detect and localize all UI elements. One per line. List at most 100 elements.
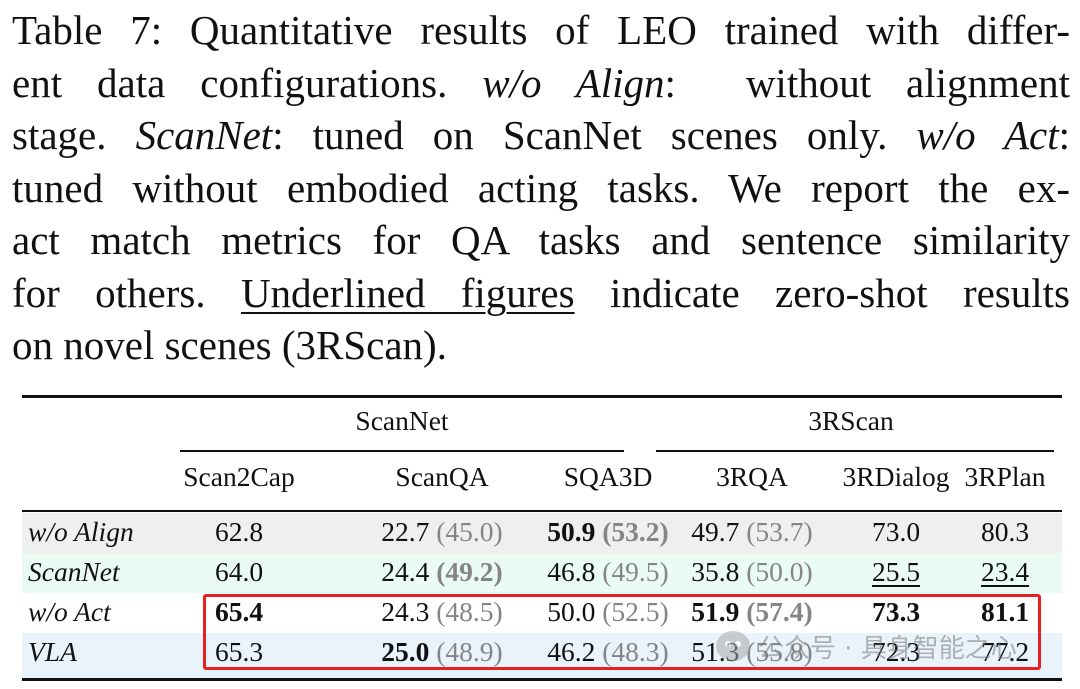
caption-line: on novel scenes (3RScan). [12,319,1070,372]
group-header-scannet: ScanNet [355,405,449,436]
table-cell: 51.9 (57.4) [691,594,812,630]
caption-segment: w/o Align [482,59,665,106]
table-cell: 46.2 (48.3) [547,634,668,670]
cell-value: 80.3 [980,516,1030,547]
watermark-text: 公众号 · 具身智能之心 [758,633,1017,664]
caption-segment: Table 7: Quantitative results of LEO tra… [12,7,1070,53]
caption-segment: on novel scenes (3RScan). [12,322,447,368]
highlight-box [203,594,1041,670]
cell-value: 73.3 [871,596,921,627]
cell-value: 64.0 [214,556,264,587]
table-cell: 22.7 (45.0) [381,514,502,550]
caption-segment: act match metrics for QA tasks and sente… [12,217,1070,263]
row-label: w/o Act [28,596,111,627]
row-label: w/o Align [28,516,134,547]
cell-value: (53.2) [602,516,669,547]
cell-value: 22.7 [381,516,430,547]
cell-value: (48.9) [429,636,503,667]
caption-line: for others. Underlined figures indicate … [12,267,1070,320]
cell-value: 72.3 [871,636,921,667]
cell-value: 24.3 [381,596,430,627]
cell-value: (53.7) [739,516,813,547]
group-header-3rscan: 3RScan [808,405,894,436]
cell-value: (45.0) [429,516,503,547]
caption-segment: stage. [12,112,136,158]
cell-value: 35.8 [691,556,740,587]
table-cell: 81.1 [981,594,1029,630]
cell-value: (48.3) [595,636,669,667]
cell-value: 25.5 [871,556,921,587]
table-cell: 49.7 (53.7) [691,514,812,550]
caption-segment: : [1058,112,1070,158]
table-caption: Table 7: Quantitative results of LEO tra… [12,4,1070,372]
table-cell: 25.0 (48.9) [381,634,502,670]
header-rule [22,510,1062,512]
caption-segment: : tuned on ScanNet scenes only. [272,112,917,158]
table-cell: 46.8 (49.5) [547,554,668,590]
cell-value: 50.9 [547,516,596,547]
cell-value: 81.1 [980,596,1030,627]
cell-value: 25.0 [381,636,430,667]
caption-line: Table 7: Quantitative results of LEO tra… [12,4,1070,57]
cell-value: (48.5) [429,596,503,627]
cell-value [595,516,602,547]
caption-segment: tuned without embodied acting tasks. We … [12,164,1070,211]
cell-value: 73.0 [871,516,921,547]
cell-value: 65.3 [214,636,264,667]
cell-value: 49.7 [691,516,740,547]
table-cell: 73.0 [872,514,920,550]
caption-segment: for others. [12,269,241,316]
table-cell: 24.4 (49.2) [381,554,502,590]
column-header-sqa3d: SQA3D [563,461,653,492]
cell-value: (50.0) [739,556,813,587]
table-cell: 65.3 [215,634,263,670]
cell-value: 46.8 [547,556,596,587]
wechat-icon [716,631,750,661]
table-cell: 35.8 (50.0) [691,554,812,590]
table-cell: 25.5 [872,554,920,590]
cell-value: 77.2 [980,636,1030,667]
table-cell: 77.2 [981,634,1029,670]
table-cell: 72.3 [872,634,920,670]
top-rule [22,395,1062,398]
cell-value: 65.4 [214,596,264,627]
table-cell: 80.3 [981,514,1029,550]
cell-value: (49.5) [595,556,669,587]
table-cell: 65.4 [215,594,263,630]
table-cell: 73.3 [872,594,920,630]
cell-value: 46.2 [547,636,596,667]
cell-value: 62.8 [214,516,264,547]
column-header-3rdialog: 3RDialog [842,461,950,492]
column-header-3rplan: 3RPlan [964,461,1046,492]
table-cell: 50.0 (52.5) [547,594,668,630]
cell-value: 24.4 [381,556,430,587]
table-cell: 23.4 [981,554,1029,590]
bottom-rule [22,678,1062,681]
caption-line: act match metrics for QA tasks and sente… [12,214,1070,267]
cell-value: 50.0 [547,596,596,627]
caption-segment: indicate zero-shot results [574,269,1070,316]
caption-line: ent data configurations. w/o Align: with… [12,57,1070,110]
table-cell: 24.3 (48.5) [381,594,502,630]
3rscan-group-rule [656,450,1054,452]
caption-segment: Underlined figures [240,269,575,316]
cell-value: 23.4 [980,556,1030,587]
cell-value: (57.4) [746,596,813,627]
table-row [22,553,1062,593]
caption-segment: ent data configurations. [12,59,483,106]
column-header-scan2cap: Scan2Cap [183,461,295,492]
scannet-group-rule [180,450,624,452]
table-row [22,593,1062,633]
caption-segment: : without alignment [664,59,1070,106]
table-cell: 50.9 (53.2) [547,514,668,550]
table-cell: 64.0 [215,554,263,590]
cell-value [429,556,436,587]
results-table: ScanNet 3RScan Scan2Cap ScanQA SQA3D 3RQA 3R… [22,395,1062,681]
caption-segment: ScanNet [135,112,273,158]
table-row [22,633,1062,678]
cell-value: (49.2) [436,556,503,587]
row-label: ScanNet [28,556,120,587]
column-header-scanqa: ScanQA [395,461,489,492]
cell-value: (55.8) [739,636,813,667]
cell-value: 51.9 [691,596,740,627]
